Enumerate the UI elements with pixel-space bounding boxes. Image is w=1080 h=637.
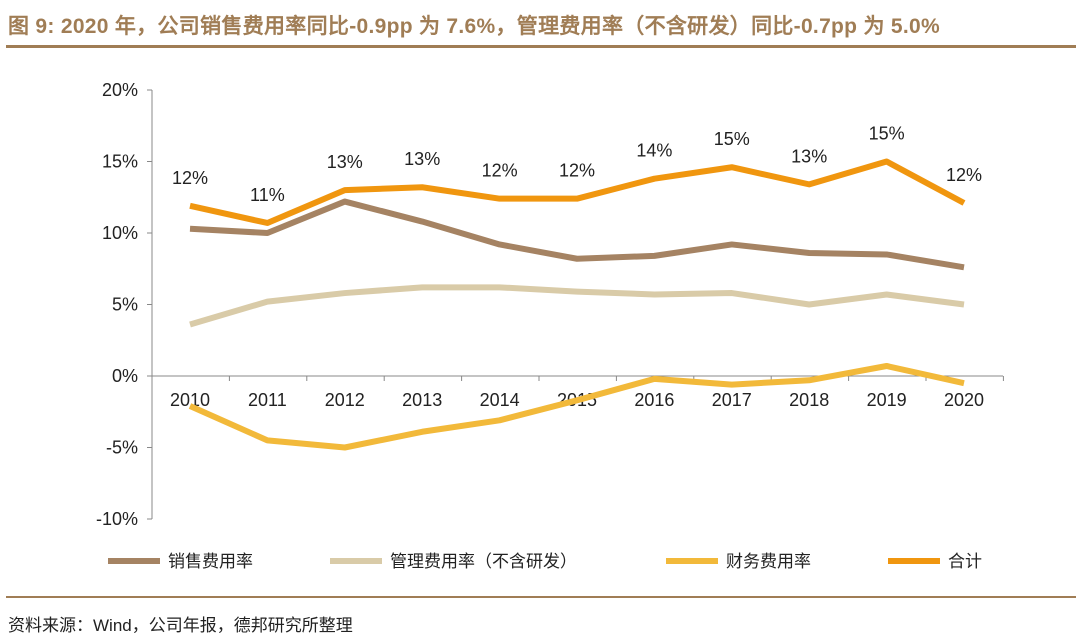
x-tick-label: 2010 (170, 390, 210, 410)
y-tick-label: 15% (102, 152, 138, 172)
data-label: 15% (714, 129, 750, 149)
data-label: 15% (869, 124, 905, 144)
source-note: 资料来源：Wind，公司年报，德邦研究所整理 (8, 616, 353, 635)
x-tick-label: 2018 (789, 390, 829, 410)
x-tick-label: 2017 (712, 390, 752, 410)
y-tick-label: 10% (102, 223, 138, 243)
series-line-0 (189, 198, 965, 271)
legend-label: 财务费用率 (726, 552, 811, 571)
x-tick-label: 2020 (944, 390, 984, 410)
y-tick-label: 20% (102, 80, 138, 100)
legend-label: 销售费用率 (168, 552, 253, 571)
data-label: 13% (404, 149, 440, 169)
figure-title: 图 9: 2020 年，公司销售费用率同比-0.9pp 为 7.6%，管理费用率… (8, 15, 940, 38)
data-label: 12% (172, 168, 208, 188)
data-label: 12% (946, 165, 982, 185)
x-tick-label: 2019 (867, 390, 907, 410)
title-divider (6, 45, 1076, 48)
data-label: 13% (327, 152, 363, 172)
legend-label: 管理费用率（不含研发） (390, 552, 577, 571)
x-tick-label: 2013 (402, 390, 442, 410)
data-label: 11% (250, 185, 285, 205)
x-tick-label: 2016 (634, 390, 674, 410)
y-tick-label: -10% (96, 509, 138, 529)
data-label: 13% (791, 146, 827, 166)
y-tick-label: -5% (106, 438, 138, 458)
series-line-1 (189, 284, 965, 328)
data-label: 12% (482, 161, 518, 181)
x-tick-label: 2014 (480, 390, 520, 410)
x-tick-label: 2011 (248, 390, 287, 410)
footer-divider (6, 596, 1076, 598)
data-label: 12% (559, 161, 595, 181)
y-tick-label: 0% (112, 366, 138, 386)
legend-label: 合计 (948, 552, 982, 571)
data-label: 14% (636, 141, 672, 161)
y-tick-label: 5% (112, 295, 138, 315)
x-tick-label: 2012 (325, 390, 365, 410)
